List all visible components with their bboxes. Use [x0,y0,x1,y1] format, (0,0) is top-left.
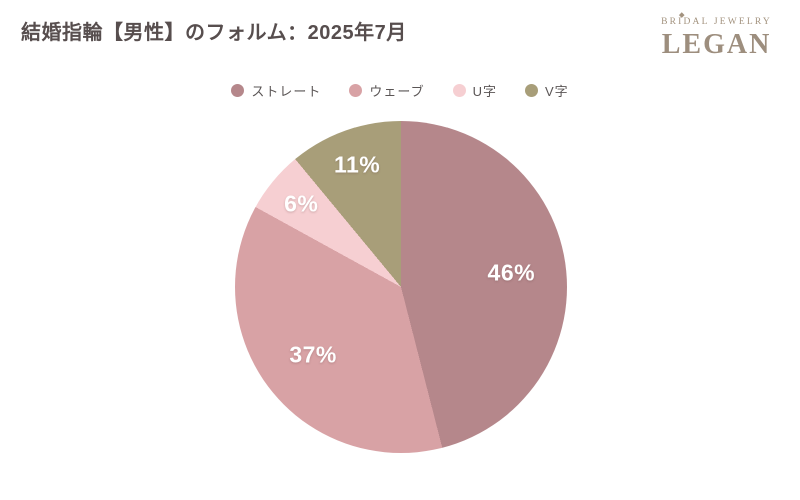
legend-marker-icon [231,83,245,97]
legend-item-3[interactable]: U字 [452,81,497,100]
legend-marker-icon [349,83,363,97]
pie-chart[interactable]: 46% 37% 6% 11% [235,121,567,453]
slice-label-ウェーブ: 37% [289,341,337,368]
chart-legend: ストレート ウェーブ U字 V字 [0,81,800,99]
page-title: 結婚指輪【男性】のフォルム：2025年7月 [21,22,407,44]
logo-tagline: BRIDAL JEWELRY [661,12,772,27]
legend-item-2[interactable]: ウェーブ [349,81,424,100]
legend-marker-icon [452,83,466,97]
legan-logo: BRIDAL JEWELRY LEGAN [661,11,772,59]
logo-tagline-text: BRIDAL JEWELRY [661,17,772,27]
slice-label-ストレート: 46% [487,259,536,286]
legend-item-label: ストレート [251,83,322,99]
logo-name: LEGAN [661,29,772,60]
legend-item-label: ウェーブ [369,83,425,99]
legend-item-4[interactable]: V字 [524,81,569,100]
legend-marker-icon [524,83,538,97]
legend-item-1[interactable]: ストレート [231,81,321,100]
slice-label-V字: 11% [333,151,381,178]
legend-item-label: U字 [472,83,497,99]
legend-item-label: V字 [544,83,569,99]
slice-label-U字: 6% [284,190,319,217]
